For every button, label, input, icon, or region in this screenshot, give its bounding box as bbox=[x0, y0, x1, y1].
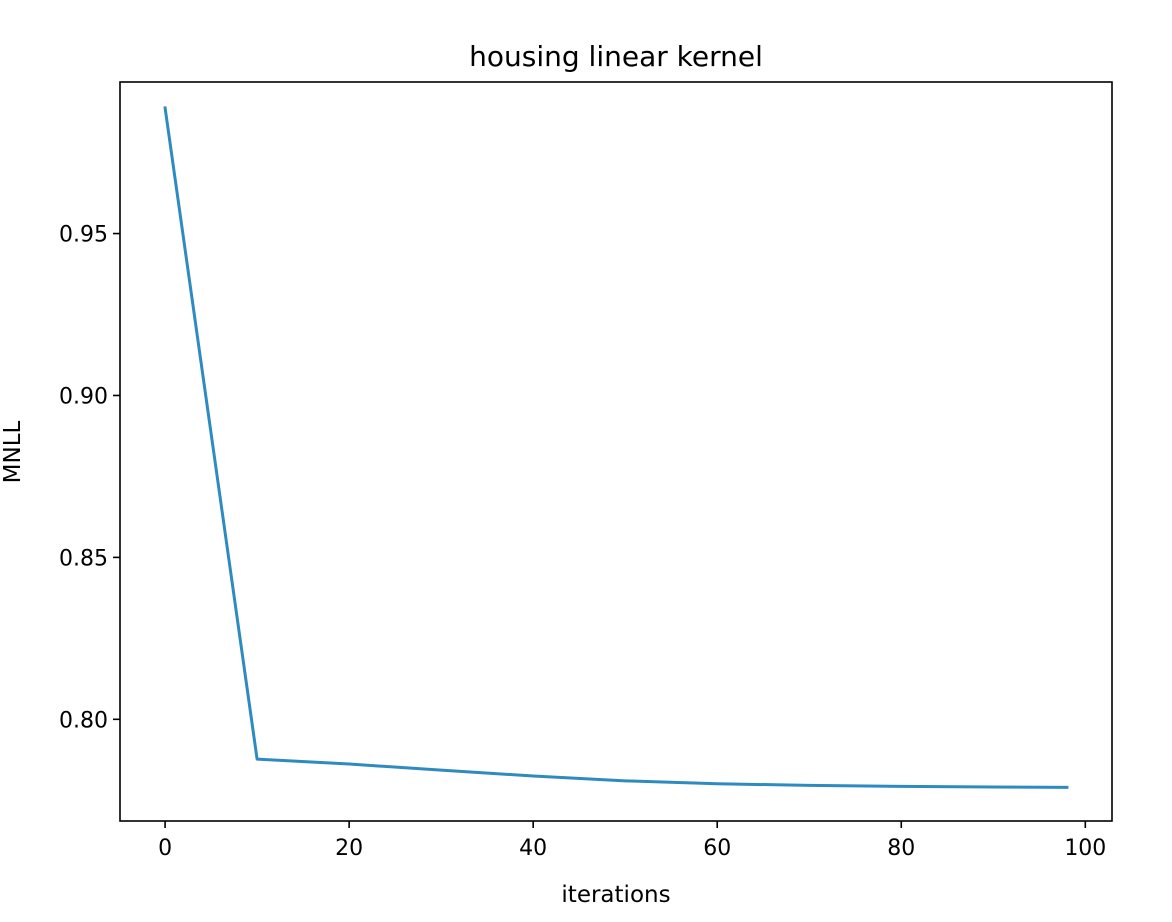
series-line-0 bbox=[163, 106, 1069, 789]
x-axis-title: iterations bbox=[561, 882, 670, 908]
x-tick-label: 100 bbox=[1064, 836, 1106, 861]
x-tick-label: 80 bbox=[887, 836, 915, 861]
y-tick-label: 0.90 bbox=[59, 384, 108, 409]
chart-title: housing linear kernel bbox=[469, 40, 763, 73]
axes-frame bbox=[119, 81, 1113, 822]
y-axis: 0.80 0.85 0.90 0.95 bbox=[59, 223, 120, 733]
y-tick-label: 0.95 bbox=[59, 223, 108, 248]
x-tick-label: 60 bbox=[703, 836, 731, 861]
x-axis: 0 20 40 60 80 100 bbox=[158, 821, 1106, 861]
y-tick-label: 0.80 bbox=[59, 708, 108, 733]
y-axis-title: MNLL bbox=[0, 420, 26, 483]
x-tick-label: 20 bbox=[335, 836, 363, 861]
y-tick-label: 0.85 bbox=[59, 546, 108, 571]
x-tick-label: 40 bbox=[519, 836, 547, 861]
plot-area bbox=[119, 81, 1113, 822]
x-tick-label: 0 bbox=[158, 836, 172, 861]
